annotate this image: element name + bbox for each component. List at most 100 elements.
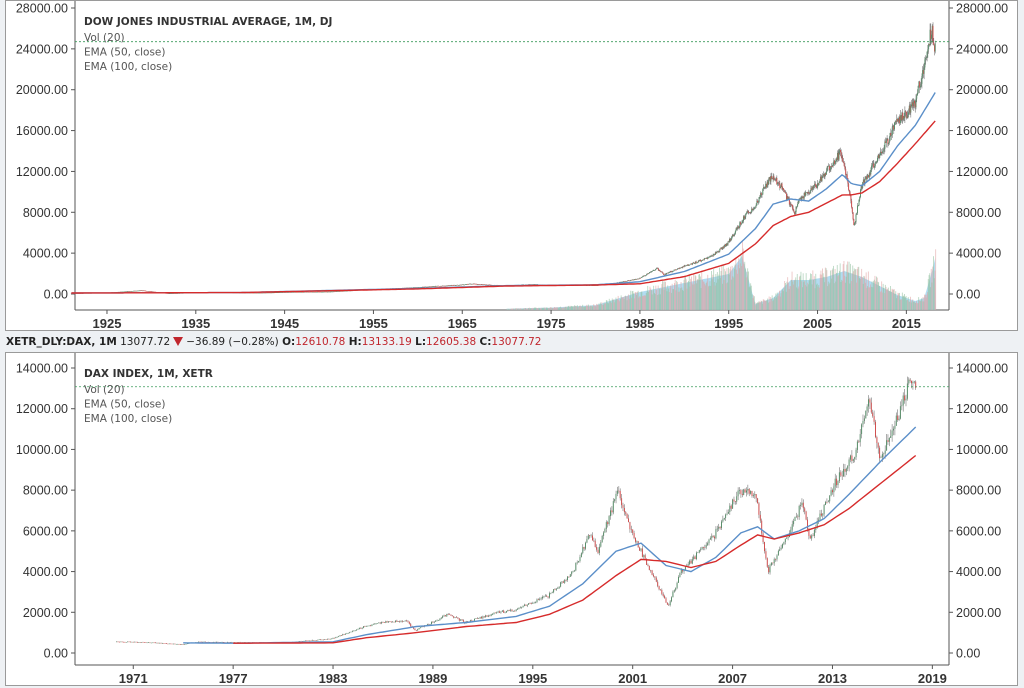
volume-bar [756, 302, 758, 310]
candle-body [322, 639, 324, 641]
candle-body [804, 192, 806, 196]
volume-bar [577, 305, 578, 310]
candle-body [583, 547, 585, 549]
candle-body [311, 291, 313, 293]
candle-body [914, 103, 916, 108]
candle-body [492, 614, 494, 615]
candle-body [754, 494, 756, 496]
candle-body [738, 227, 740, 228]
volume-bar [842, 264, 844, 310]
volume-bar [856, 282, 857, 310]
candle-body [139, 642, 141, 643]
high-label: H: [348, 336, 362, 348]
candle-body [596, 547, 598, 550]
candle-body [882, 150, 884, 152]
candle-body [358, 627, 360, 629]
volume-bar [699, 276, 701, 310]
x-tick-label: 2005 [803, 316, 832, 331]
candle-body [727, 241, 729, 245]
volume-bar [534, 307, 536, 310]
candle-body [821, 177, 823, 181]
dow-chart-panel[interactable]: 0.00 0.00 4000.00 4000.00 8000.00 8000.00 1200… [5, 0, 1018, 331]
volume-bar [531, 308, 533, 310]
candle-body [890, 436, 892, 438]
candle-body [274, 292, 276, 293]
candle-body [782, 188, 784, 190]
candle-body [150, 291, 152, 292]
dax-chart-panel[interactable]: 0.00 0.00 2000.00 2000.00 4000.00 4000.00 6000… [5, 352, 1018, 686]
candle-body [660, 271, 662, 273]
candle-body [898, 418, 900, 420]
volume-bar [822, 273, 824, 310]
volume-bar [605, 303, 606, 310]
candle-body [923, 67, 925, 74]
volume-bar [686, 288, 688, 310]
candle-body [278, 292, 280, 293]
candle-body [150, 642, 152, 644]
volume-bar [930, 268, 932, 310]
candle-body [413, 287, 415, 288]
volume-bar [799, 276, 800, 310]
candle-body [676, 269, 678, 270]
volume-bar [907, 299, 908, 310]
candle-body [318, 291, 320, 293]
candle-body [774, 179, 776, 181]
candle-body [831, 166, 833, 167]
candle-body [897, 120, 899, 122]
candle-body [428, 624, 430, 625]
volume-bar [722, 265, 724, 310]
candle-body [321, 291, 323, 293]
symbol-label: XETR_DLY:DAX, 1M [6, 336, 117, 348]
candle-body [122, 291, 124, 293]
candle-body [660, 271, 662, 272]
volume-bar [511, 308, 513, 310]
candle-body [917, 85, 919, 93]
candle-body [290, 292, 291, 293]
volume-bar [919, 301, 921, 310]
candle-body [801, 196, 803, 200]
candle-body [478, 618, 480, 619]
candle-body [607, 522, 609, 525]
candle-body [908, 112, 910, 115]
candle-body [569, 574, 571, 577]
volume-bar [867, 286, 868, 310]
candle-body [723, 245, 725, 248]
volume-bar [554, 307, 556, 310]
volume-bar [888, 290, 890, 310]
candle-body [713, 254, 715, 255]
volume-bar [828, 284, 830, 310]
volume-bar [644, 295, 646, 310]
candle-body [845, 168, 847, 175]
volume-bar [573, 306, 575, 310]
candle-body [689, 264, 690, 266]
candle-body [282, 292, 284, 293]
candle-body [904, 111, 906, 119]
candle-body [700, 260, 702, 262]
candle-body [664, 596, 666, 599]
candle-body [124, 291, 126, 293]
candle-body [119, 291, 121, 293]
x-tick-label: 1965 [448, 316, 477, 331]
candle-body [487, 285, 489, 286]
candle-body [139, 290, 141, 292]
volume-bar [913, 301, 915, 310]
candle-body [253, 292, 255, 294]
candle-body [744, 216, 746, 219]
candle-body [787, 537, 789, 538]
candle-body [525, 604, 527, 606]
candle-body [304, 640, 306, 642]
candle-body [412, 287, 414, 288]
candle-body [422, 626, 424, 628]
candle-body [632, 279, 634, 281]
candle-body [330, 291, 332, 293]
volume-bar [823, 276, 825, 310]
candle-body [340, 291, 342, 292]
candle-body [216, 641, 217, 643]
y-tick-label-right: 8000.00 [956, 206, 1001, 220]
candle-body [400, 620, 402, 622]
candle-body [139, 290, 140, 292]
volume-bar [677, 291, 679, 310]
candle-body [852, 459, 854, 461]
